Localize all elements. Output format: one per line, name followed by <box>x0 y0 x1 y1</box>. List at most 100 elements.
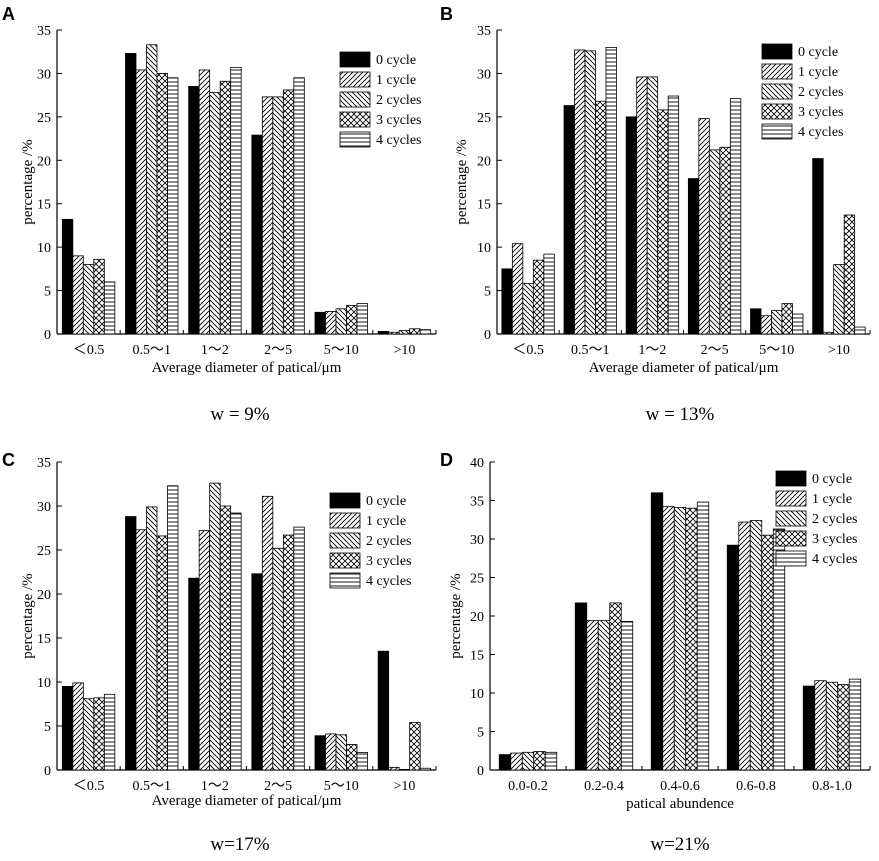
y-tick-label: 25 <box>37 111 51 126</box>
legend-swatch <box>329 552 361 569</box>
bar-b-3-0 <box>687 178 700 335</box>
legend-label: 3 cycles <box>812 532 857 547</box>
x-tick-label: ＜0.5 <box>73 779 105 794</box>
y-tick-label: 35 <box>470 495 484 510</box>
bar-b-1-4 <box>605 46 617 335</box>
y-tick-label: 25 <box>477 111 491 126</box>
y-tick-label: 15 <box>37 198 51 213</box>
legend-swatch <box>329 532 361 549</box>
bar-c-3-4 <box>293 526 305 771</box>
chart-panel-a: A 0 5 10 15 20 25 30 35 percentage /% ＜0.5 0.5～1 1～2… <box>2 4 437 425</box>
bar-d-2-1 <box>662 506 675 771</box>
bar-b-5-1 <box>822 331 835 335</box>
legend-swatch <box>339 71 371 88</box>
bar-a-1-1 <box>135 69 147 335</box>
x-tick-label: 1～2 <box>201 343 229 358</box>
bar-d-2-2 <box>673 507 687 771</box>
legend-label: 4 cycles <box>812 552 857 567</box>
panel-caption: w=17% <box>210 834 269 855</box>
bar-d-0-1 <box>510 752 523 771</box>
bar-a-3-3 <box>282 89 295 335</box>
chart-panel-c: C 0 5 10 15 20 25 30 35 percentage /% ＜0.5 0.5～1 1～2… <box>2 450 437 855</box>
y-tick-label: 35 <box>37 456 51 471</box>
bar-a-0-3 <box>93 258 105 335</box>
x-axis-label: Average diameter of patical/μm <box>152 360 342 376</box>
x-tick-label: 2～5 <box>701 343 729 358</box>
bar-d-1-4 <box>620 620 634 771</box>
bar-b-3-4 <box>729 98 742 335</box>
legend-swatch <box>761 103 793 120</box>
legend-swatch <box>775 470 807 487</box>
bar-b-5-0 <box>812 158 824 335</box>
legend-label: 1 cycle <box>812 492 852 507</box>
x-tick-label: 5～10 <box>759 343 794 358</box>
bar-c-1-3 <box>156 535 168 771</box>
bar-c-2-1 <box>198 530 211 771</box>
bar-c-3-2 <box>272 547 284 771</box>
y-tick-label: 10 <box>470 687 484 702</box>
bar-a-3-4 <box>293 77 305 335</box>
bar-b-2-4 <box>667 95 680 335</box>
legend-label: 1 cycle <box>366 514 406 529</box>
legend-swatch <box>761 123 793 140</box>
legend-swatch <box>339 51 371 68</box>
y-tick-label: 0 <box>44 328 51 343</box>
y-tick-label: 40 <box>470 456 484 471</box>
bar-a-1-0 <box>125 53 137 335</box>
x-tick-label: 0.4-0.6 <box>660 779 700 794</box>
y-axis-label: percentage /% <box>454 139 470 224</box>
bar-d-4-3 <box>837 684 850 771</box>
bar-c-1-1 <box>135 529 147 771</box>
bar-d-0-3 <box>533 751 546 771</box>
bar-d-3-1 <box>738 521 751 771</box>
bar-c-4-1 <box>325 733 337 771</box>
bar-a-3-2 <box>272 96 284 335</box>
y-tick-label: 5 <box>484 285 491 300</box>
legend-swatch <box>761 43 793 60</box>
legend-swatch <box>775 510 807 527</box>
y-tick-label: 0 <box>44 764 51 779</box>
bar-b-2-3 <box>657 109 669 335</box>
y-tick-label: 20 <box>477 154 491 169</box>
y-tick-label: 15 <box>470 649 484 664</box>
chart-panel-b: B 0 5 10 15 20 25 30 35 percentage /% ＜0.5 0.5～1 1～2… <box>440 4 871 425</box>
x-tick-label: ＜0.5 <box>73 343 105 358</box>
bar-d-3-3 <box>761 534 774 771</box>
legend-label: 0 cycle <box>376 53 416 68</box>
x-tick-label: 0.5～1 <box>571 343 610 358</box>
legend-swatch <box>775 490 807 507</box>
bar-c-1-2 <box>146 506 158 771</box>
bar-d-4-4 <box>848 678 862 771</box>
legend-label: 0 cycle <box>798 45 838 60</box>
bar-b-2-0 <box>625 116 638 335</box>
bar-c-0-1 <box>72 682 84 771</box>
bar-b-1-0 <box>563 105 575 335</box>
bar-a-5-2 <box>398 330 411 335</box>
bar-a-3-1 <box>261 96 274 335</box>
bar-a-5-1 <box>388 331 400 335</box>
panel-caption: w = 9% <box>210 404 269 425</box>
bar-c-5-3 <box>409 722 421 771</box>
bar-c-2-3 <box>219 505 232 771</box>
x-tick-label: 1～2 <box>638 343 666 358</box>
bar-c-5-0 <box>377 650 390 771</box>
legend-swatch <box>339 131 371 148</box>
legend-swatch <box>329 512 361 529</box>
y-tick-label: 35 <box>37 24 51 39</box>
bar-d-4-0 <box>802 685 816 771</box>
bar-b-2-1 <box>636 76 648 335</box>
bar-a-1-4 <box>167 77 179 335</box>
y-tick-label: 20 <box>37 154 51 169</box>
bar-b-3-2 <box>708 149 721 335</box>
x-tick-label: 0.6-0.8 <box>736 779 776 794</box>
y-tick-label: 15 <box>477 198 491 213</box>
bar-b-1-3 <box>595 100 607 335</box>
bar-a-5-4 <box>419 329 432 335</box>
y-tick-label: 5 <box>477 726 484 741</box>
bar-b-1-2 <box>584 50 596 335</box>
y-tick-label: 30 <box>477 67 491 82</box>
x-tick-label: 0.2-0.4 <box>584 779 624 794</box>
bar-d-0-4 <box>544 751 558 771</box>
panel-letter: C <box>2 450 15 470</box>
bar-d-1-0 <box>574 602 588 771</box>
